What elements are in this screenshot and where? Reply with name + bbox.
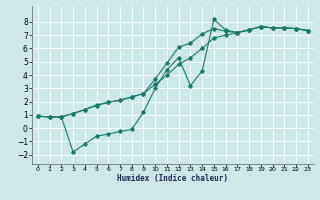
X-axis label: Humidex (Indice chaleur): Humidex (Indice chaleur) bbox=[117, 174, 228, 183]
